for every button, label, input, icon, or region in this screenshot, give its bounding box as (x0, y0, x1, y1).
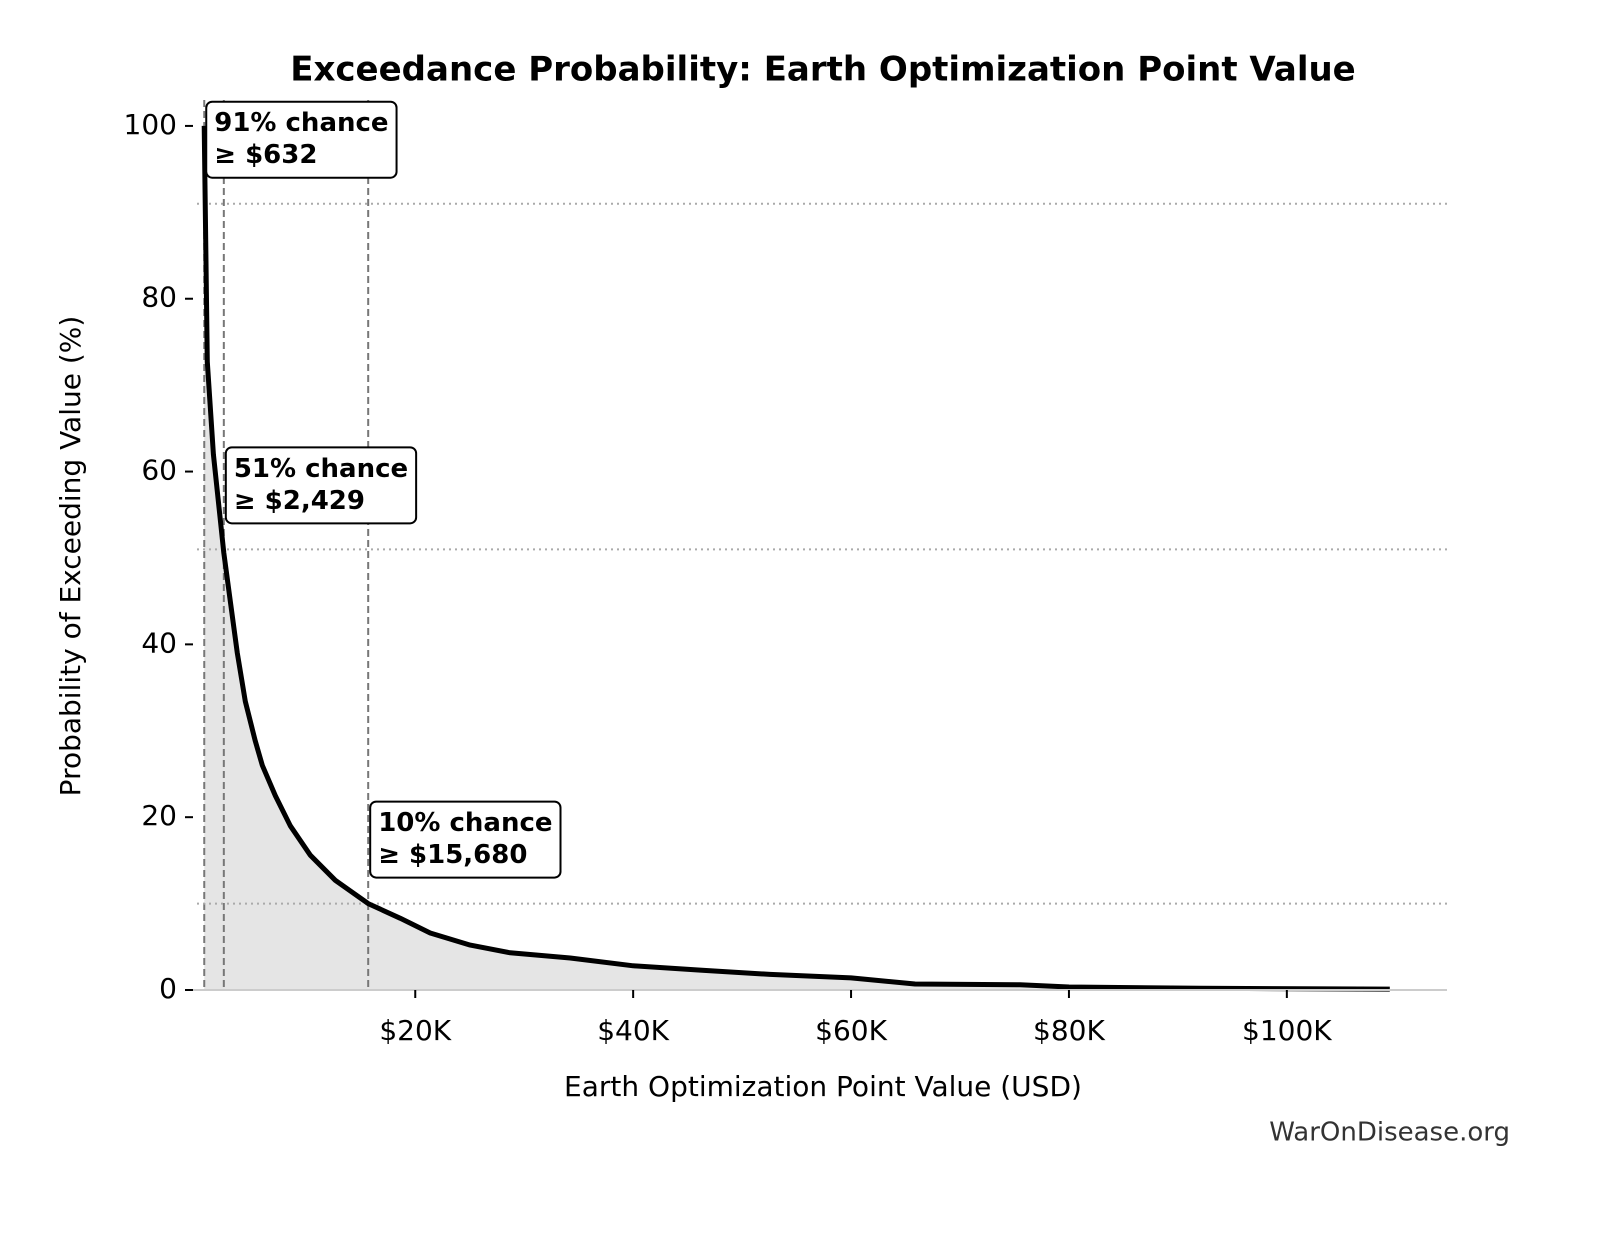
annotation-text: 10% chance (378, 808, 552, 838)
annotation-text: 91% chance (214, 108, 388, 138)
annotation-box (369, 800, 562, 879)
area-fill (204, 125, 1390, 990)
y-tick-label: 20 (141, 799, 177, 832)
annotation-box (205, 100, 398, 179)
y-tick-label: 100 (124, 108, 177, 141)
chart-title: Exceedance Probability: Earth Optimizati… (290, 50, 1356, 90)
x-tick-label: $20K (379, 1014, 451, 1047)
y-tick-label: 80 (141, 281, 177, 314)
annotation: 91% chance≥ $632 (205, 100, 398, 179)
x-tick-label: $60K (815, 1014, 887, 1047)
y-tick-label: 0 (159, 972, 177, 1005)
annotation-text: ≥ $632 (214, 140, 317, 170)
y-tick-label: 40 (141, 626, 177, 659)
x-tick-label: $80K (1033, 1014, 1105, 1047)
annotation-box (224, 446, 418, 525)
x-tick-label: $40K (597, 1014, 669, 1047)
annotation-text: ≥ $15,680 (378, 840, 527, 870)
annotation: 10% chance≥ $15,680 (369, 800, 562, 879)
annotation-text: ≥ $2,429 (234, 486, 365, 516)
watermark: WarOnDisease.org (1269, 1118, 1510, 1148)
exceedance-line (201, 125, 1390, 992)
x-axis-label: Earth Optimization Point Value (USD) (564, 1070, 1082, 1103)
annotation-text: 51% chance (234, 454, 408, 484)
x-tick-label: $100K (1242, 1014, 1332, 1047)
annotation: 51% chance≥ $2,429 (224, 446, 418, 525)
y-tick-label: 60 (141, 454, 177, 487)
y-axis-label: Probability of Exceeding Value (%) (54, 316, 87, 797)
